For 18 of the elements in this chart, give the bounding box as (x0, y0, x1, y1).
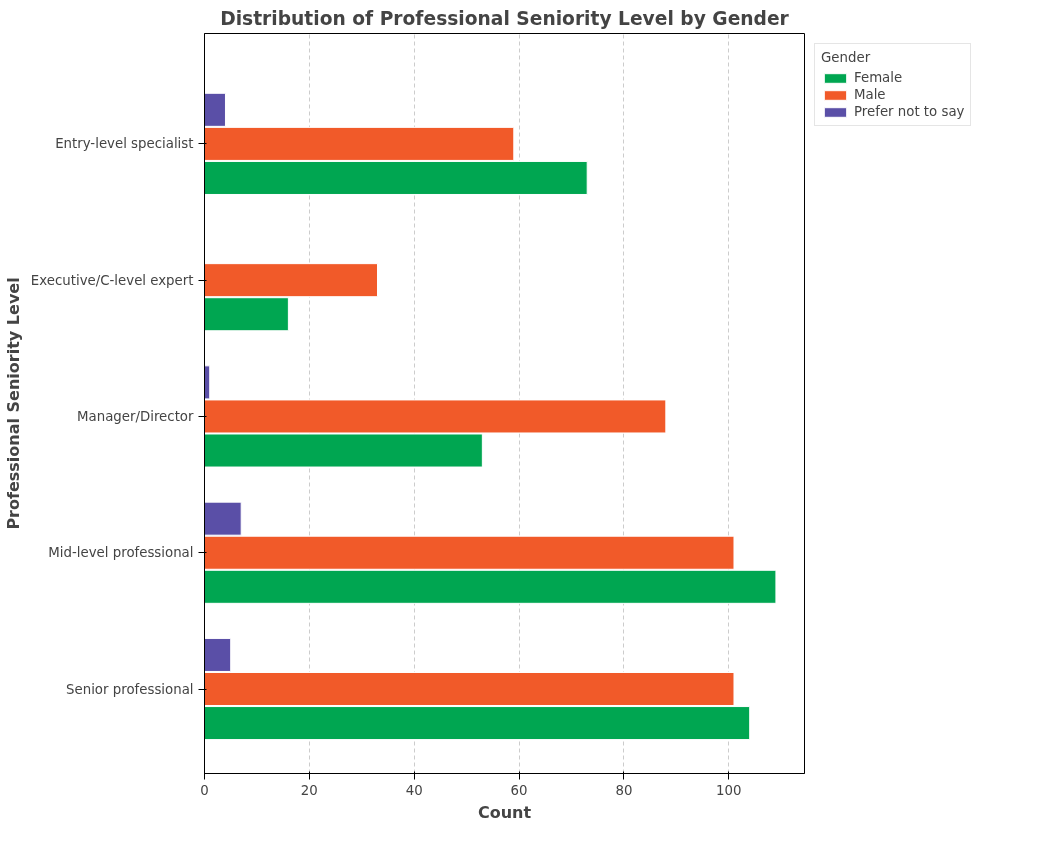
y-axis-title: Professional Seniority Level (3, 277, 23, 530)
y-tick-label: Manager/Director (77, 408, 195, 424)
x-tick-label: 20 (300, 782, 318, 798)
y-tick-label: Executive/C-level expert (30, 272, 194, 288)
x-tick-label: 40 (405, 782, 423, 798)
y-tick-label: Entry-level specialist (55, 136, 194, 152)
legend-label: Prefer not to say (854, 104, 965, 119)
legend-label: Male (854, 87, 886, 102)
x-tick-label: 60 (510, 782, 528, 798)
x-tick-label: 80 (615, 782, 633, 798)
legend-title: Gender (821, 50, 872, 65)
x-axis-title: Count (477, 802, 532, 822)
y-tick-label: Mid-level professional (48, 545, 194, 561)
chart-title: Distribution of Professional Seniority Level by Gender (220, 7, 790, 29)
legend-label: Female (854, 70, 903, 85)
x-tick-label: 100 (716, 782, 742, 798)
y-tick-label: Senior professional (66, 681, 194, 697)
x-tick-label: 0 (200, 782, 209, 798)
